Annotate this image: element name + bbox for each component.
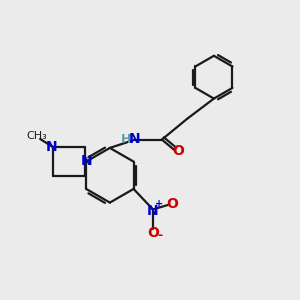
Text: -: -: [157, 229, 162, 242]
Text: N: N: [46, 140, 58, 154]
Text: N: N: [147, 204, 159, 218]
Text: N: N: [80, 154, 92, 168]
Text: CH₃: CH₃: [26, 131, 47, 141]
Text: +: +: [155, 199, 163, 209]
Text: N: N: [129, 132, 140, 146]
Text: O: O: [147, 226, 159, 240]
Text: O: O: [172, 144, 184, 158]
Text: H: H: [120, 133, 131, 146]
Text: O: O: [166, 197, 178, 211]
